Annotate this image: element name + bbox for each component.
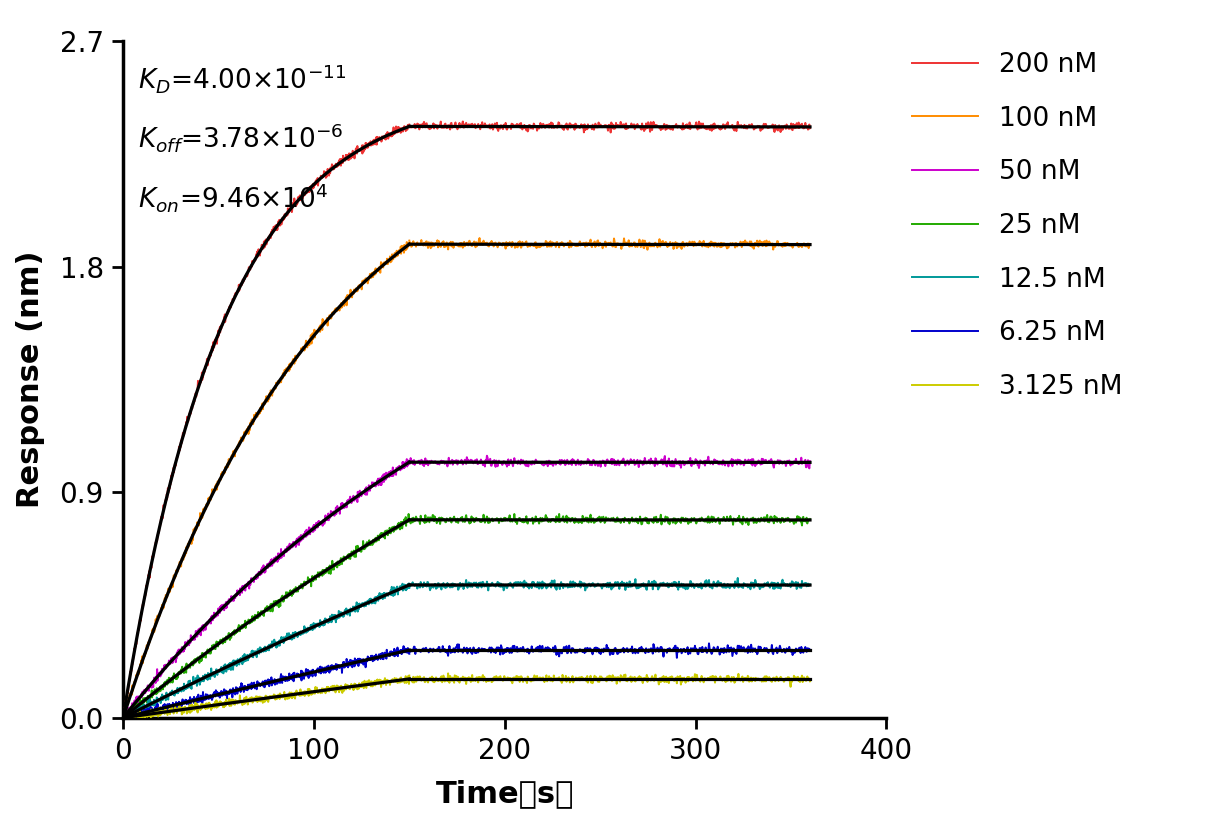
6.25 nM (362, 654, 377, 664)
3.125 nM (401, 675, 416, 685)
12.5 nM (298, 623, 313, 633)
Line: 12.5 nM: 12.5 nM (123, 583, 409, 720)
X-axis label: Time（s）: Time（s） (436, 779, 574, 808)
100 nM (332, 301, 347, 311)
3.125 nM (298, 690, 313, 700)
12.5 nM (289, 629, 304, 639)
6.25 nM (334, 662, 348, 672)
50 nM (399, 454, 414, 464)
50 nM (117, 714, 132, 724)
Line: 25 nM: 25 nM (123, 514, 409, 721)
200 nM (133, 616, 148, 626)
3.125 nM (334, 681, 348, 691)
200 nM (289, 200, 304, 210)
12.5 nM (401, 583, 416, 593)
12.5 nM (116, 713, 130, 723)
25 nM (362, 537, 377, 547)
12.5 nM (334, 610, 348, 620)
100 nM (401, 238, 416, 248)
50 nM (134, 692, 149, 702)
3.125 nM (116, 712, 130, 722)
6.25 nM (396, 641, 411, 651)
25 nM (134, 696, 149, 706)
200 nM (362, 138, 377, 148)
200 nM (401, 121, 416, 131)
6.25 nM (116, 716, 130, 726)
50 nM (282, 539, 297, 549)
3.125 nM (362, 681, 377, 691)
Line: 100 nM: 100 nM (123, 242, 409, 720)
25 nM (289, 586, 304, 596)
200 nM (282, 205, 297, 215)
Y-axis label: Response (nm): Response (nm) (16, 251, 46, 508)
50 nM (362, 486, 377, 496)
12.5 nM (121, 715, 135, 725)
12.5 nM (362, 597, 377, 607)
3.125 nM (289, 688, 304, 698)
6.25 nM (116, 711, 130, 721)
100 nM (282, 360, 297, 370)
Line: 200 nM: 200 nM (123, 125, 409, 717)
100 nM (362, 273, 377, 283)
100 nM (133, 661, 148, 671)
6.25 nM (282, 674, 297, 684)
25 nM (298, 580, 313, 590)
3.125 nM (282, 687, 297, 697)
Legend: 200 nM, 100 nM, 50 nM, 25 nM, 12.5 nM, 6.25 nM, 3.125 nM: 200 nM, 100 nM, 50 nM, 25 nM, 12.5 nM, 6… (901, 41, 1134, 411)
50 nM (401, 458, 416, 468)
3.125 nM (117, 717, 132, 727)
Line: 50 nM: 50 nM (123, 459, 409, 719)
25 nM (401, 516, 416, 526)
100 nM (298, 341, 313, 351)
Line: 6.25 nM: 6.25 nM (123, 646, 409, 721)
3.125 nM (401, 671, 416, 681)
50 nM (334, 503, 348, 513)
25 nM (334, 555, 348, 565)
25 nM (401, 509, 416, 519)
6.25 nM (298, 666, 313, 676)
Text: $K_D$=4.00×10$^{-11}$
$K_{off}$=3.78×10$^{-6}$
$K_{on}$=9.46×10$^{4}$: $K_D$=4.00×10$^{-11}$ $K_{off}$=3.78×10$… (138, 62, 347, 214)
12.5 nM (282, 634, 297, 644)
200 nM (400, 120, 415, 130)
200 nM (332, 159, 347, 169)
100 nM (399, 237, 414, 247)
200 nM (116, 712, 130, 722)
25 nM (116, 712, 130, 722)
Line: 3.125 nM: 3.125 nM (123, 676, 409, 722)
25 nM (282, 590, 297, 600)
6.25 nM (401, 648, 416, 658)
100 nM (289, 351, 304, 361)
25 nM (118, 716, 133, 726)
50 nM (116, 713, 130, 723)
50 nM (298, 532, 313, 542)
12.5 nM (134, 704, 149, 714)
6.25 nM (289, 668, 304, 678)
50 nM (289, 537, 304, 547)
6.25 nM (134, 706, 149, 716)
12.5 nM (401, 578, 416, 588)
200 nM (298, 190, 313, 200)
3.125 nM (134, 714, 149, 724)
100 nM (116, 715, 130, 725)
